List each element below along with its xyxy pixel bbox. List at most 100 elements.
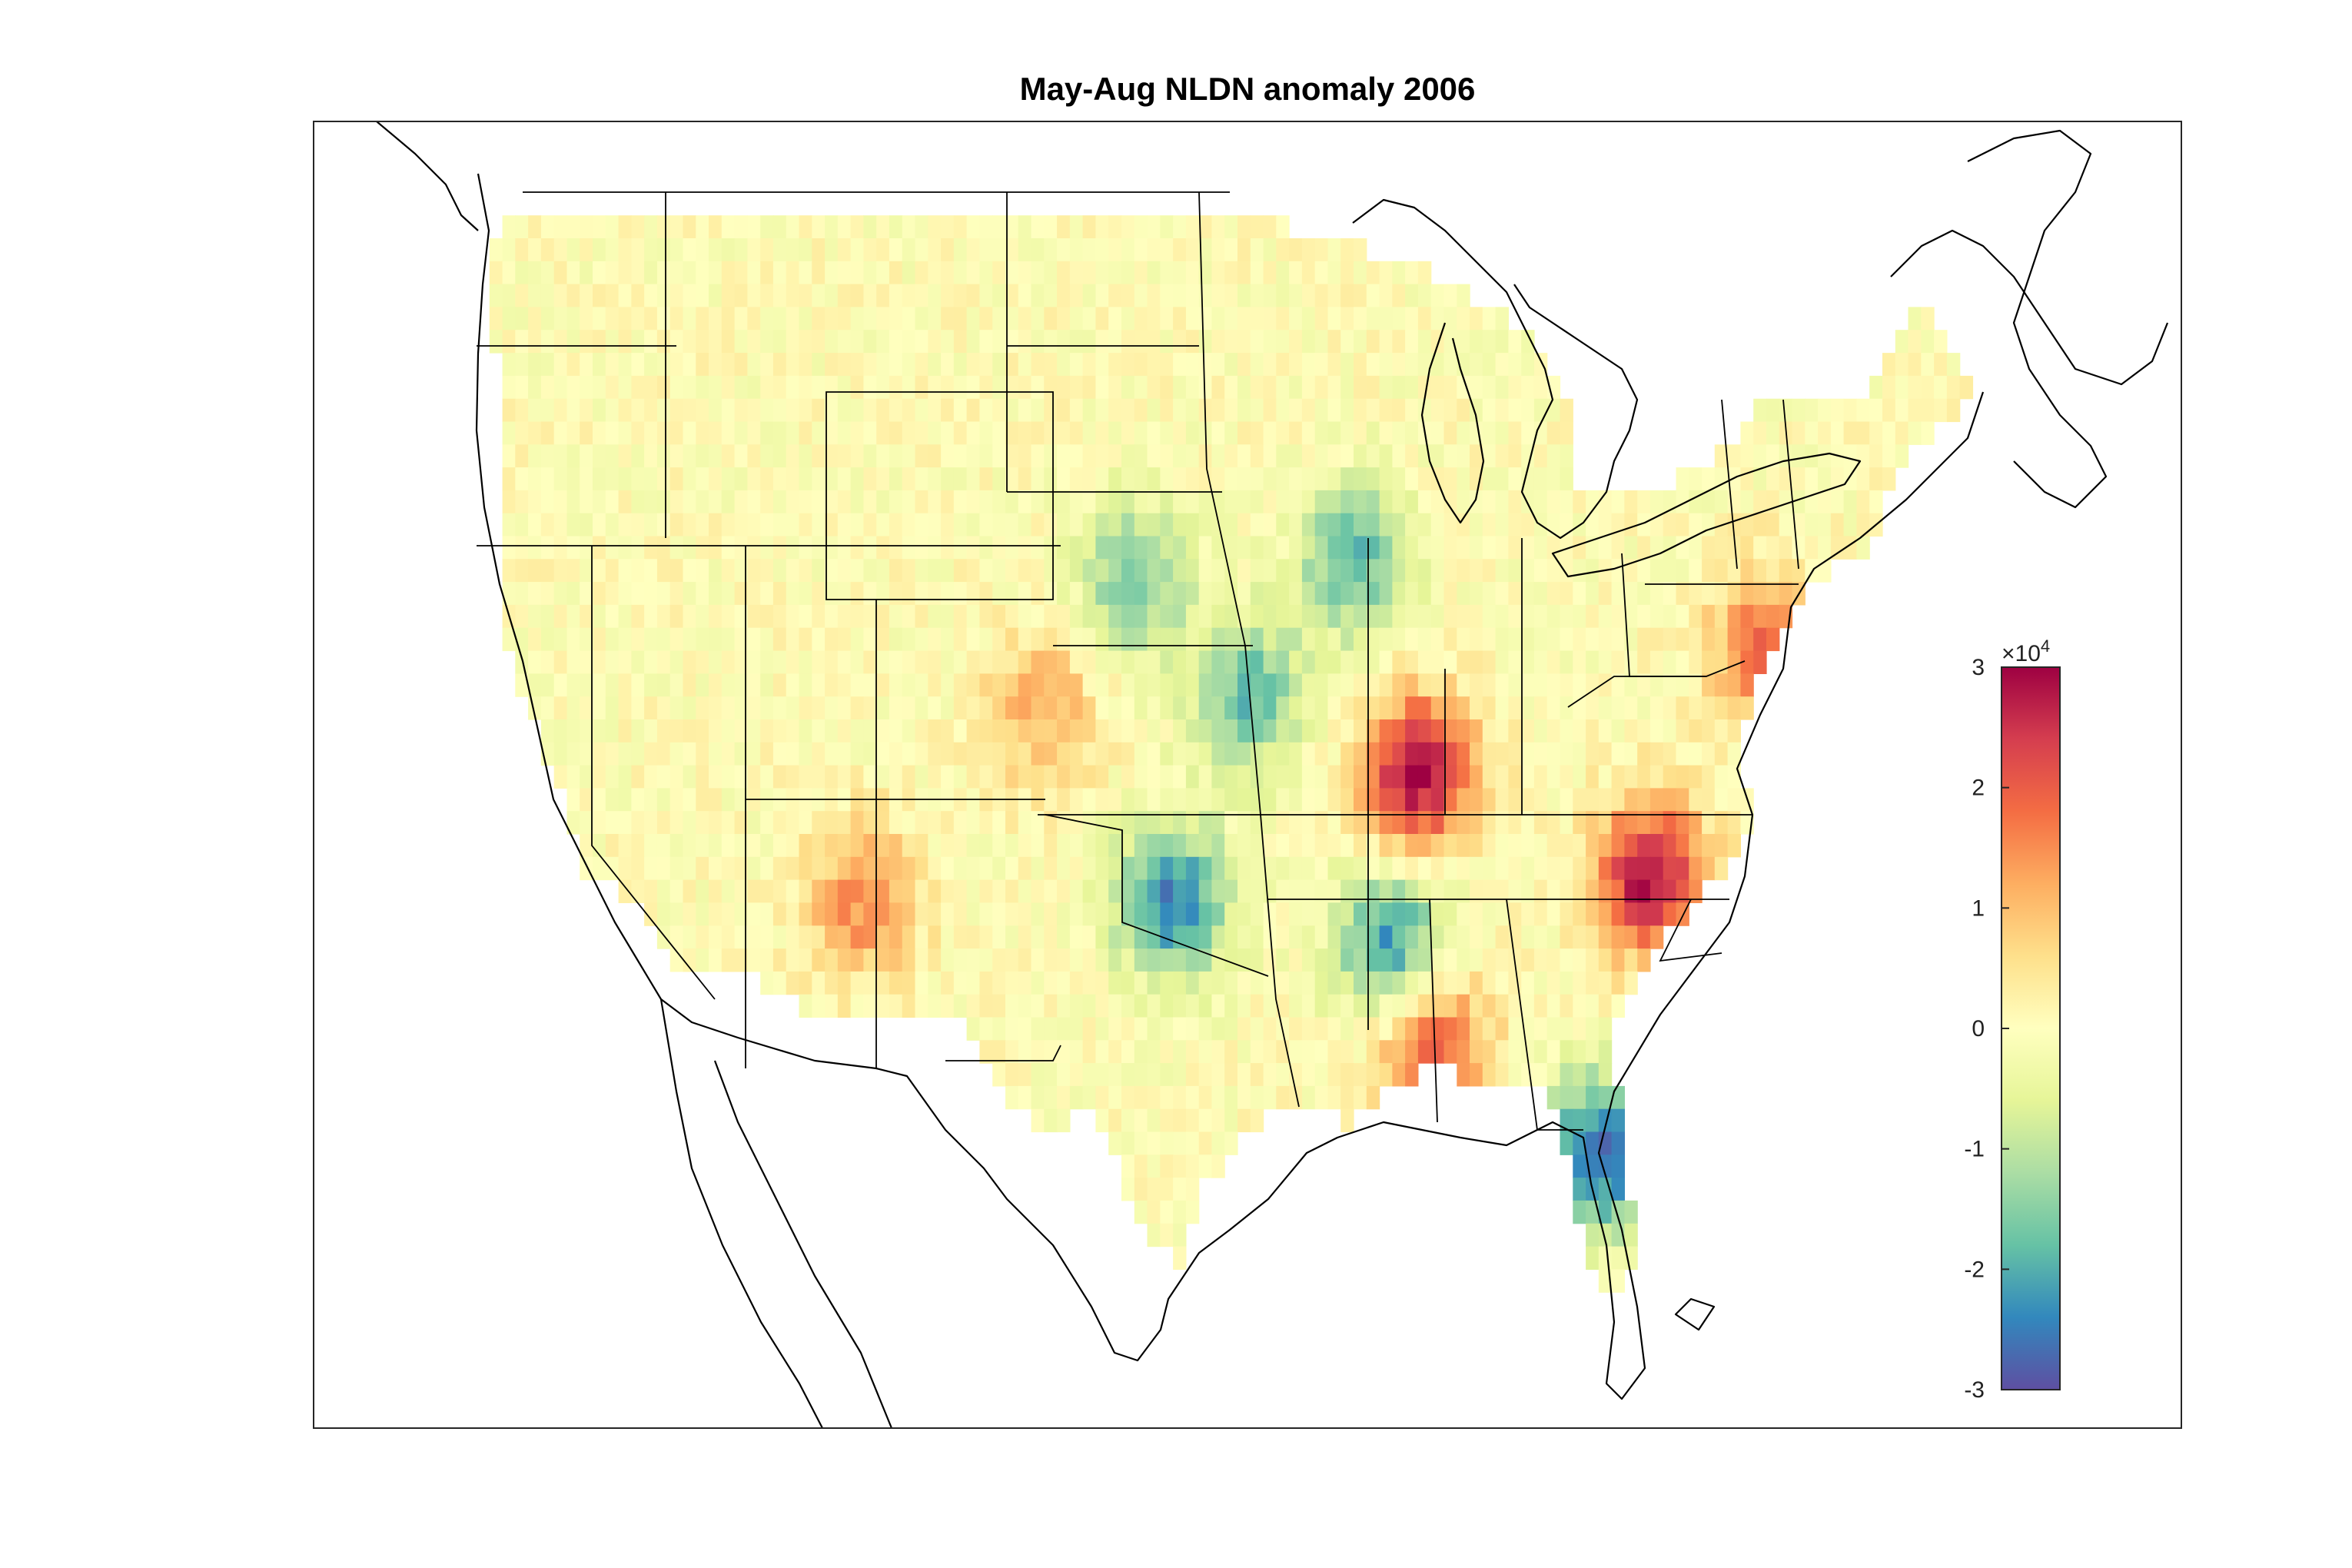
grid-cell: [1108, 650, 1122, 674]
grid-cell: [540, 627, 555, 652]
grid-cell: [1392, 604, 1406, 629]
grid-cell: [1521, 444, 1535, 468]
grid-cell: [1147, 1223, 1161, 1247]
grid-cell: [941, 856, 955, 881]
grid-cell: [1379, 284, 1393, 307]
grid-cell: [1405, 1063, 1419, 1087]
grid-cell: [1637, 765, 1651, 789]
grid-cell: [863, 261, 877, 285]
grid-cell: [1301, 444, 1316, 468]
grid-cell: [696, 215, 709, 239]
grid-cell: [863, 444, 877, 468]
grid-cell: [1366, 627, 1380, 652]
grid-cell: [1250, 1063, 1264, 1087]
grid-cell: [1314, 1063, 1329, 1087]
grid-cell: [669, 238, 684, 262]
grid-cell: [1417, 353, 1432, 377]
grid-cell: [902, 742, 916, 766]
grid-cell: [1405, 513, 1419, 537]
grid-cell: [1573, 490, 1586, 514]
grid-cell: [1611, 627, 1625, 652]
grid-cell: [656, 467, 671, 491]
grid-cell: [825, 994, 839, 1018]
grid-cell: [1314, 948, 1329, 972]
grid-cell: [915, 856, 929, 881]
grid-cell: [1082, 902, 1096, 926]
grid-cell: [1895, 330, 1909, 354]
grid-cell: [669, 490, 684, 514]
grid-cell: [631, 467, 645, 491]
grid-cell: [1573, 673, 1586, 697]
grid-cell: [1173, 238, 1187, 262]
grid-cell: [1211, 834, 1225, 858]
grid-cell: [1224, 513, 1238, 537]
grid-cell: [1108, 627, 1122, 652]
grid-cell: [1470, 811, 1483, 835]
grid-cell: [1392, 559, 1406, 583]
grid-cell: [966, 696, 980, 720]
grid-cell: [825, 742, 839, 766]
grid-cell: [1405, 971, 1419, 995]
grid-cell: [605, 765, 620, 789]
grid-cell: [1095, 650, 1109, 674]
grid-cell: [1598, 1085, 1613, 1110]
grid-cell: [1134, 879, 1148, 903]
grid-cell: [799, 811, 812, 835]
grid-cell: [1779, 467, 1793, 491]
grid-cell: [1714, 719, 1729, 743]
grid-cell: [1573, 742, 1586, 766]
grid-cell: [1482, 879, 1497, 903]
grid-cell: [979, 811, 993, 835]
grid-cell: [863, 536, 877, 560]
grid-cell: [1689, 627, 1703, 652]
grid-cell: [1044, 238, 1058, 262]
grid-cell: [1753, 604, 1767, 629]
grid-cell: [1470, 375, 1483, 400]
grid-cell: [1250, 1108, 1264, 1133]
grid-cell: [1237, 856, 1251, 881]
grid-cell: [1095, 536, 1109, 560]
grid-cell: [1057, 582, 1071, 606]
grid-cell: [1095, 353, 1109, 377]
grid-cell: [1649, 673, 1664, 697]
grid-cell: [1250, 582, 1264, 606]
grid-cell: [696, 490, 709, 514]
grid-cell: [979, 375, 993, 400]
grid-cell: [1457, 284, 1470, 307]
grid-cell: [1340, 1085, 1354, 1110]
grid-cell: [876, 375, 890, 400]
grid-cell: [1354, 261, 1367, 285]
grid-cell: [1160, 353, 1174, 377]
grid-cell: [876, 650, 890, 674]
grid-cell: [1057, 1085, 1071, 1110]
grid-cell: [1340, 536, 1354, 560]
grid-cell: [566, 604, 580, 629]
grid-cell: [825, 307, 839, 331]
grid-cell: [696, 559, 709, 583]
grid-cell: [1573, 582, 1586, 606]
grid-cell: [1405, 673, 1419, 697]
grid-cell: [669, 788, 684, 812]
grid-cell: [1546, 444, 1561, 468]
grid-cell: [1379, 1063, 1393, 1087]
grid-cell: [1546, 948, 1561, 972]
grid-cell: [1470, 742, 1483, 766]
grid-cell: [1211, 719, 1225, 743]
grid-cell: [1147, 559, 1161, 583]
grid-cell: [1430, 353, 1445, 377]
grid-cell: [1624, 879, 1638, 903]
grid-cell: [540, 421, 555, 445]
grid-cell: [1533, 765, 1548, 789]
grid-cell: [1430, 536, 1445, 560]
grid-cell: [825, 261, 839, 285]
grid-cell: [850, 856, 864, 881]
grid-cell: [1366, 719, 1380, 743]
grid-cell: [502, 398, 516, 423]
grid-cell: [1560, 742, 1573, 766]
grid-cell: [618, 490, 632, 514]
grid-cell: [889, 375, 903, 400]
grid-cell: [1586, 604, 1600, 629]
grid-cell: [889, 834, 903, 858]
grid-cell: [644, 261, 658, 285]
grid-cell: [1134, 604, 1148, 629]
